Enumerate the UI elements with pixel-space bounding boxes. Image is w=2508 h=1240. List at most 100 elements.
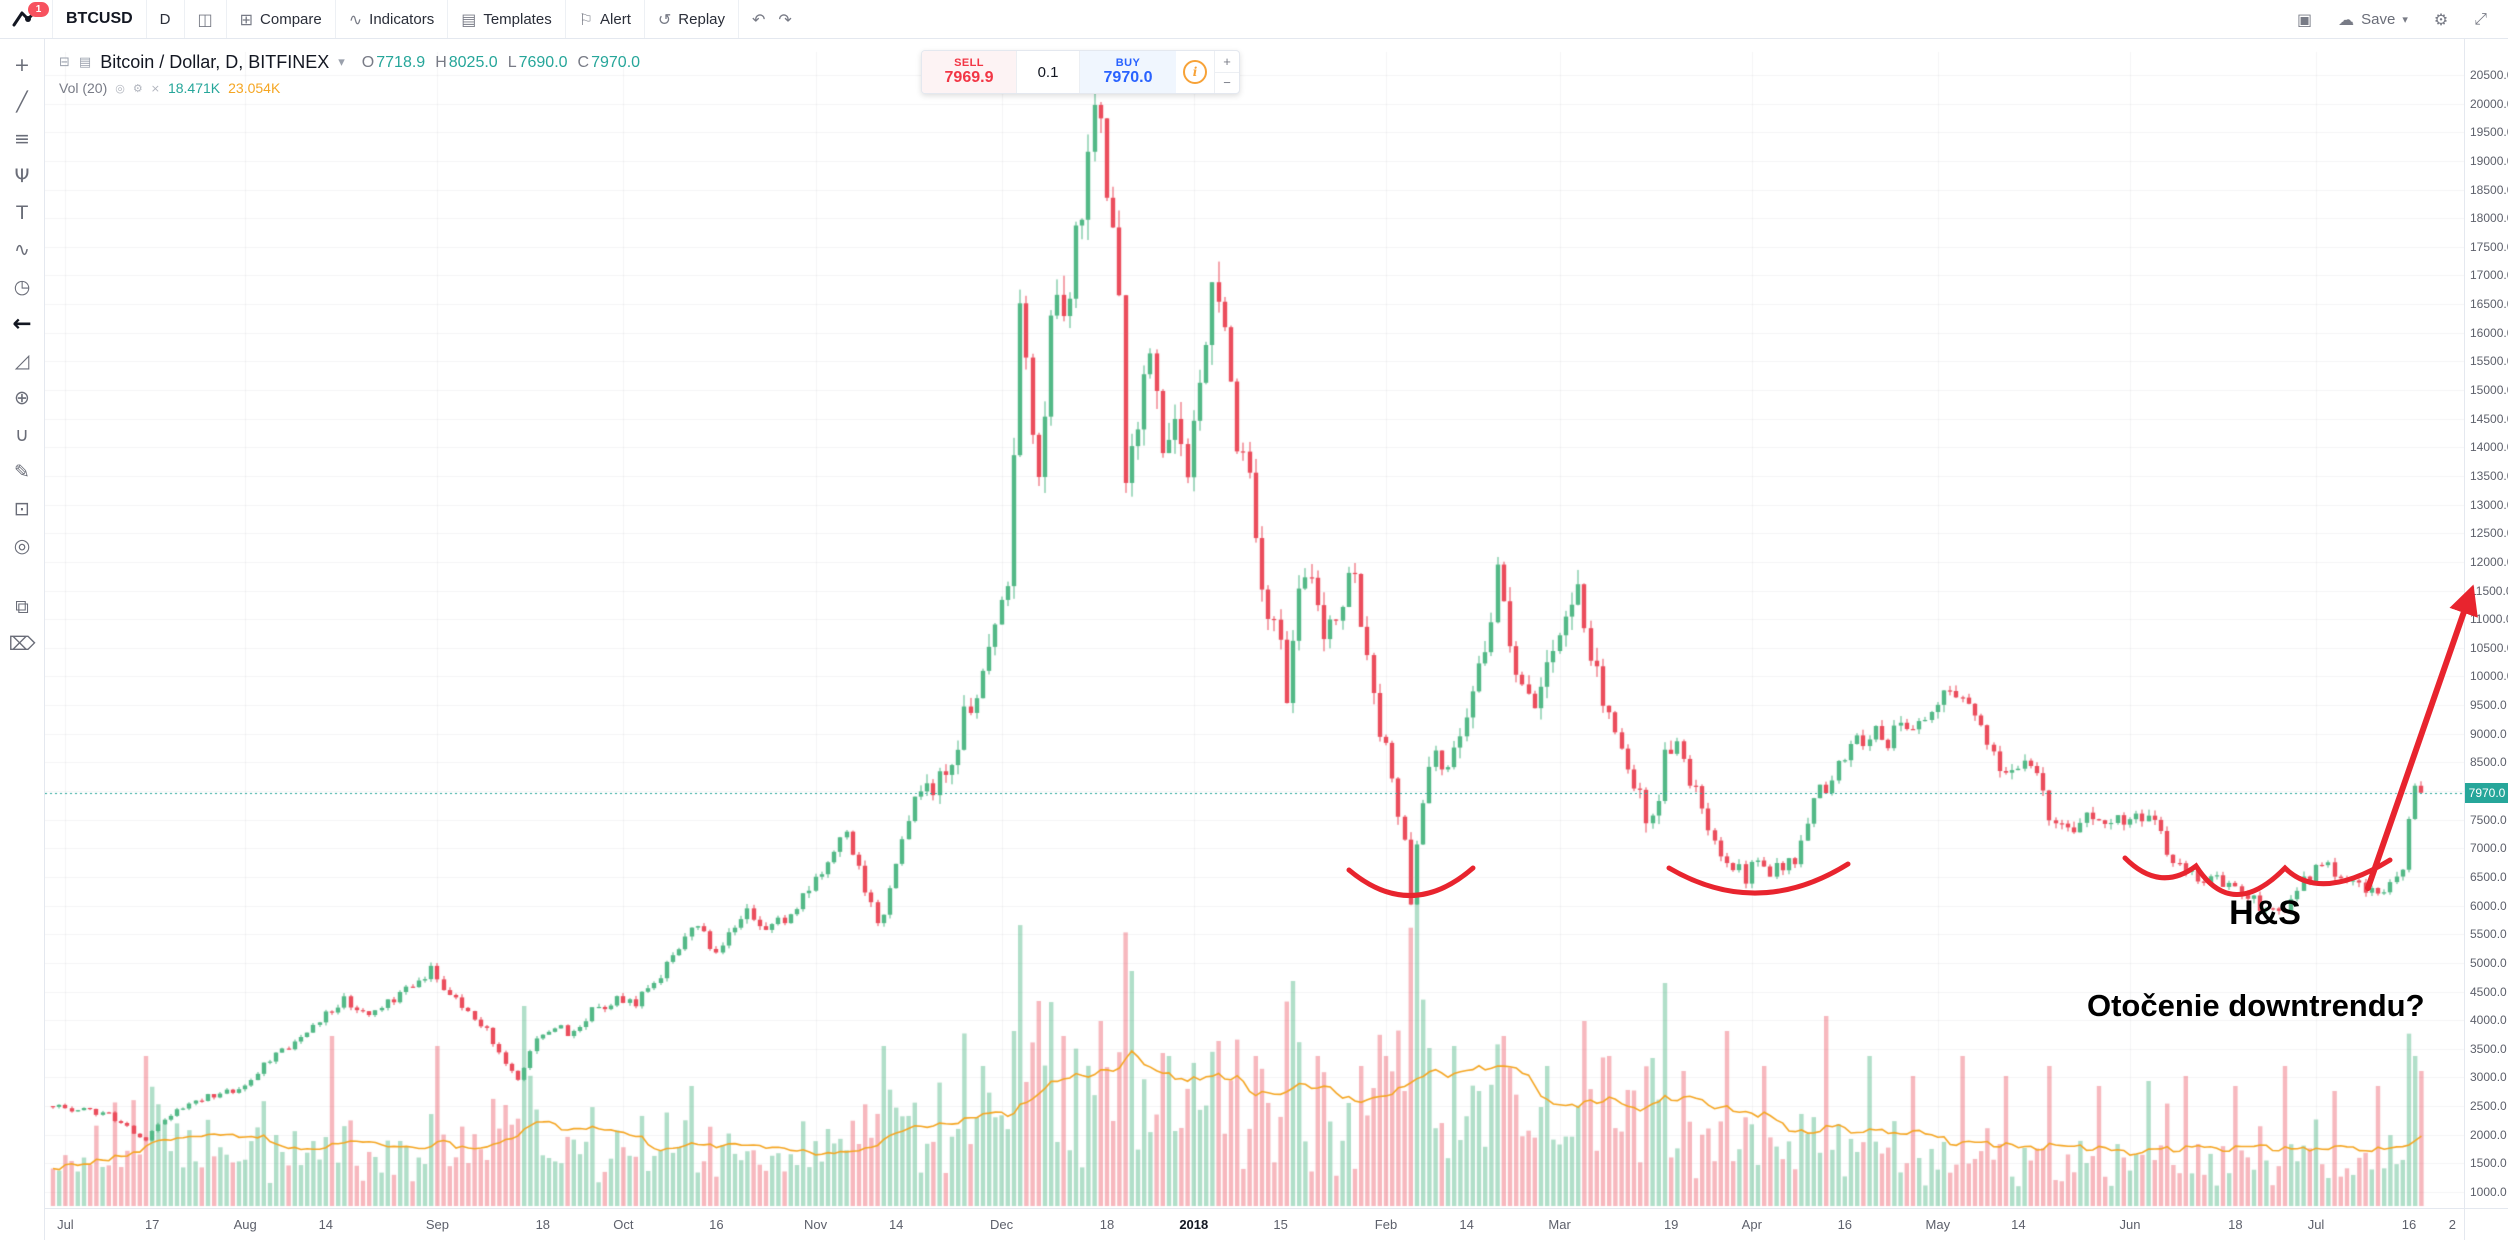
volume-visibility-icon[interactable]: ◎ xyxy=(115,81,125,95)
settings-button[interactable]: ⚙ xyxy=(2421,0,2461,38)
time-axis-label: 14 xyxy=(1459,1217,1474,1232)
symbol-button[interactable]: BTCUSD xyxy=(53,0,146,38)
price-axis[interactable]: 7970.0 1000.0 1500.0 2000.0 2500.0 3000.0 350… xyxy=(2464,38,2508,1208)
fullscreen-button[interactable]: ⤢ xyxy=(2461,0,2500,38)
object-tree-tool-icon[interactable]: ⧉ xyxy=(15,595,29,618)
pitchfork-tool-icon[interactable]: Ψ xyxy=(14,164,30,187)
time-axis-label: 16 xyxy=(1837,1217,1853,1232)
save-button[interactable]: ☁ Save ▾ xyxy=(2325,0,2421,38)
price-axis-label: 17000.0 xyxy=(2470,268,2508,283)
hide-all-tool-icon[interactable]: ◎ xyxy=(13,534,31,557)
chart-style-button[interactable]: ◫ xyxy=(185,0,226,38)
replay-button[interactable]: ↺ Replay xyxy=(645,0,738,38)
price-axis-label: 9500.0 xyxy=(2470,698,2507,713)
price-chart-canvas[interactable] xyxy=(45,38,2464,1208)
fib-retracement-tool-icon[interactable]: ≡ xyxy=(14,127,30,150)
order-panel: SELL 7969.9 0.1 BUY 7970.0 i + − xyxy=(921,50,1240,94)
forecast-tool-icon[interactable]: ◷ xyxy=(13,275,31,298)
magnet-tool-icon[interactable]: ∪ xyxy=(15,423,29,446)
annotation-text-hs[interactable]: H&S xyxy=(2229,894,2301,932)
text-tool-icon[interactable]: T xyxy=(16,201,28,224)
time-axis-label: Mar xyxy=(1548,1217,1571,1232)
compare-button[interactable]: ⊞ Compare xyxy=(227,0,335,38)
time-axis-label: 14 xyxy=(2011,1217,2026,1232)
arrow-marker-tool-icon[interactable]: ← xyxy=(12,310,32,337)
price-axis-label: 8500.0 xyxy=(2470,755,2507,770)
price-axis-label: 4500.0 xyxy=(2470,984,2507,999)
cloud-icon: ☁ xyxy=(2338,9,2355,29)
price-axis-label: 14000.0 xyxy=(2470,440,2508,455)
buy-price: 7970.0 xyxy=(1103,69,1153,86)
symbol-title[interactable]: Bitcoin / Dollar, D, BITFINEX xyxy=(100,52,330,72)
time-axis-label: 16 xyxy=(2401,1217,2417,1232)
time-axis-label: Dec xyxy=(990,1217,1014,1232)
time-axis-label: 15 xyxy=(1273,1217,1288,1232)
price-axis-label: 5000.0 xyxy=(2470,955,2507,970)
time-axis-label: 16 xyxy=(709,1217,724,1232)
zoom-in-tool-icon[interactable]: ⊕ xyxy=(14,386,30,409)
price-axis-label: 14500.0 xyxy=(2470,411,2508,426)
volume-value: 18.471K xyxy=(167,80,221,96)
alert-icon: ⚐ xyxy=(578,9,594,29)
price-axis-label: 9000.0 xyxy=(2470,726,2507,741)
time-axis-label: Sep xyxy=(425,1217,449,1232)
volume-indicator-label[interactable]: Vol (20) xyxy=(59,80,108,96)
quantity-decrease-button[interactable]: − xyxy=(1223,75,1231,91)
buy-button[interactable]: BUY 7970.0 xyxy=(1080,51,1176,93)
price-axis-label: 1000.0 xyxy=(2470,1185,2507,1199)
replay-label: Replay xyxy=(678,10,725,28)
price-axis-label: 13500.0 xyxy=(2470,468,2508,483)
lock-all-tool-icon[interactable]: ⊡ xyxy=(14,497,30,520)
time-axis-label: Nov xyxy=(804,1217,828,1232)
indicators-button[interactable]: ∿ Indicators xyxy=(336,0,447,38)
quantity-increase-button[interactable]: + xyxy=(1215,51,1239,73)
price-axis-label: 12500.0 xyxy=(2470,526,2508,541)
price-axis-label: 12000.0 xyxy=(2470,554,2508,569)
price-axis-label: 6000.0 xyxy=(2470,898,2507,913)
price-axis-label: 4000.0 xyxy=(2470,1013,2507,1028)
compare-icon: ⊞ xyxy=(239,9,254,29)
tradingview-logo[interactable]: 1 xyxy=(0,0,52,38)
indicators-label: Indicators xyxy=(369,10,435,28)
undo-button[interactable]: ↶ xyxy=(739,0,778,38)
axis-corner xyxy=(2464,1208,2508,1240)
fullscreen-icon: ⤢ xyxy=(2474,9,2487,28)
price-axis-label: 18000.0 xyxy=(2470,211,2508,226)
info-icon[interactable]: i xyxy=(1183,60,1207,84)
legend-grid-icon[interactable]: ▤ xyxy=(78,55,92,70)
interval-button[interactable]: D xyxy=(147,0,184,38)
annotation-text-question[interactable]: Otočenie downtrendu? xyxy=(2087,988,2425,1023)
legend-collapse-icon[interactable]: ⊟ xyxy=(59,55,70,70)
alert-button[interactable]: ⚐ Alert xyxy=(566,0,644,38)
save-label: Save xyxy=(2361,10,2396,28)
compare-label: Compare xyxy=(260,10,322,28)
candles-icon: ◫ xyxy=(197,9,213,29)
price-axis-label: 10000.0 xyxy=(2470,669,2508,684)
camera-icon: ▣ xyxy=(2296,9,2313,29)
toolbar-separator xyxy=(738,0,739,38)
screenshot-button[interactable]: ▣ xyxy=(2284,0,2325,38)
sell-button[interactable]: SELL 7969.9 xyxy=(922,51,1016,93)
buy-label: BUY xyxy=(1115,57,1141,69)
crosshair-tool-icon[interactable]: + xyxy=(14,53,30,76)
price-axis-label: 18500.0 xyxy=(2470,182,2508,197)
legend-caret-icon[interactable]: ▾ xyxy=(338,55,345,70)
volume-settings-icon[interactable]: ⚙ xyxy=(132,81,143,95)
time-axis-label: Feb xyxy=(1374,1217,1398,1232)
price-axis-label: 10500.0 xyxy=(2470,640,2508,655)
time-axis[interactable]: Jul 17 Aug 14 Sep 18 Oct 16 Nov 14 Dec 18 2018 15 Feb 1… xyxy=(45,1208,2464,1240)
measure-tool-icon[interactable]: ◿ xyxy=(14,349,30,372)
xabcd-pattern-tool-icon[interactable]: ∿ xyxy=(14,238,30,261)
quantity-field[interactable]: 0.1 xyxy=(1016,51,1080,93)
templates-button[interactable]: ▤ Templates xyxy=(448,0,565,38)
ohlc-values: O 7718.9 H 8025.0 L 7690.0 C 7970.0 xyxy=(362,54,640,72)
time-axis-label: Aug xyxy=(233,1217,257,1232)
time-axis-label: Jul xyxy=(2307,1217,2325,1232)
price-axis-label: 15500.0 xyxy=(2470,354,2508,369)
volume-close-icon[interactable]: × xyxy=(150,81,160,95)
redo-button[interactable]: ↷ xyxy=(778,0,804,38)
toolbar-separator xyxy=(183,0,185,38)
trend-line-tool-icon[interactable]: ╱ xyxy=(16,90,28,113)
remove-all-tool-icon[interactable]: ⌦ xyxy=(8,632,36,655)
brush-tool-icon[interactable]: ✎ xyxy=(14,460,30,483)
